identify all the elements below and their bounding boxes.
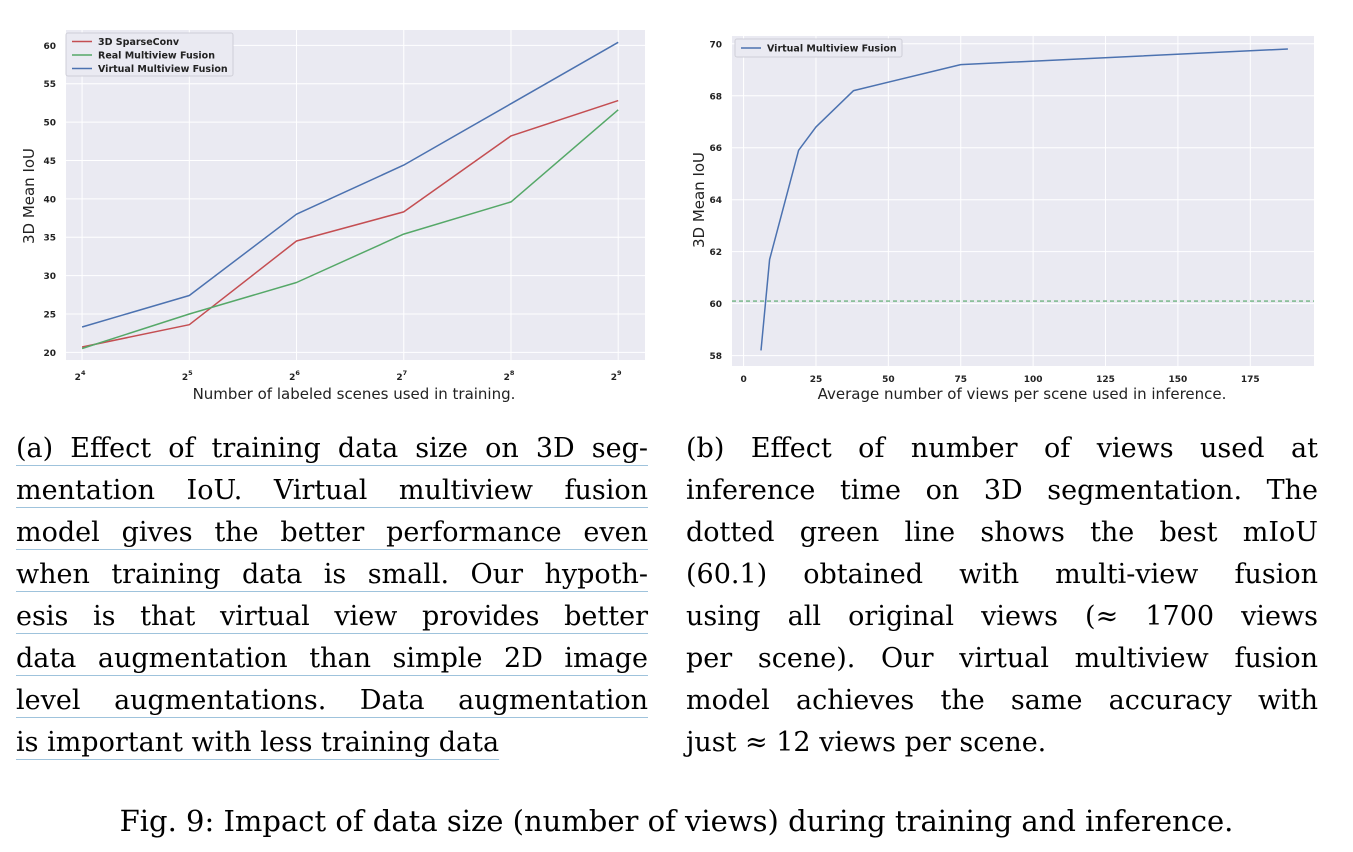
x-tick-label: 25 [810, 375, 823, 385]
caption-b-line: inference time on 3D segmentation. The [686, 475, 1318, 506]
y-tick-label: 66 [709, 144, 722, 154]
legend-label-sparseconv: 3D SparseConv [98, 37, 180, 48]
legend: Virtual Multiview Fusion [734, 38, 903, 58]
caption-b-line: using all original views (≈ 1700 views [686, 601, 1318, 632]
legend: 3D SparseConv Real Multiview Fusion Virt… [65, 32, 234, 77]
y-tick-label: 64 [709, 196, 722, 206]
series-line-0 [760, 48, 1288, 351]
y-tick-label: 62 [709, 248, 722, 258]
figure-caption: Fig. 9: Impact of data size (number of v… [119, 804, 1234, 838]
legend-label-virtual-fusion: Virtual Multiview Fusion [98, 64, 228, 75]
series-group [81, 41, 619, 350]
caption-a-line: is important with less training data [16, 727, 500, 758]
caption-b-line: (60.1) obtained with multi-view fusion [686, 559, 1318, 590]
y-tick-label: 55 [43, 80, 56, 90]
y-tick-label: 45 [43, 157, 56, 167]
y-tick-label: 30 [43, 272, 56, 282]
y-tick-label: 25 [43, 310, 56, 320]
x-axis-label: Number of labeled scenes used in trainin… [193, 385, 516, 403]
x-tick-label: 50 [882, 375, 895, 385]
x-tick-label: 125 [1096, 375, 1115, 385]
x-tick-group: 24 25 26 27 28 29 [75, 369, 622, 383]
legend-label-real-fusion: Real Multiview Fusion [98, 51, 215, 62]
caption-a-line: when training data is small. Our hypoth- [16, 559, 648, 590]
y-tick-label: 60 [43, 42, 56, 52]
y-tick-label: 50 [43, 119, 56, 129]
x-tick-label: 75 [954, 375, 967, 385]
caption-a-line: mentation IoU. Virtual multiview fusion [16, 475, 648, 506]
legend-box [65, 32, 234, 77]
plot-area [66, 30, 645, 360]
x-tick-label: 25 [182, 369, 193, 383]
x-tick-label: 28 [504, 369, 515, 383]
series-line-1 [81, 109, 619, 350]
y-axis-label: 3D Mean IoU [20, 148, 38, 244]
y-tick-label: 58 [709, 352, 722, 362]
caption-b-line: model achieves the same accuracy with [686, 685, 1318, 716]
series-line-0 [81, 99, 619, 348]
series-line-2 [81, 41, 619, 328]
y-tick-label: 20 [43, 349, 56, 359]
series-group [760, 48, 1288, 351]
y-tick-label: 70 [709, 40, 722, 50]
x-tick-label: 24 [75, 369, 86, 383]
caption-b: (b) Effect of number of views used at in… [686, 428, 1318, 764]
caption-b-line: dotted green line shows the best mIoU [686, 517, 1318, 548]
y-tick-label: 40 [43, 195, 56, 205]
chart-b: 58 60 62 64 66 68 70 0 25 50 75 100 125 150 175 Avera… [690, 36, 1314, 403]
caption-a-line: data augmentation than simple 2D image [16, 643, 648, 674]
y-tick-label: 68 [709, 92, 722, 102]
chart-a: 20 25 30 35 40 45 50 55 60 24 25 26 27 28 29 Number o… [20, 30, 645, 403]
caption-b-line: per scene). Our virtual multiview fusion [686, 643, 1318, 674]
y-tick-label: 35 [43, 234, 56, 244]
x-tick-label: 0 [740, 375, 746, 385]
x-tick-label: 175 [1241, 375, 1260, 385]
legend-label-virtual-fusion: Virtual Multiview Fusion [767, 44, 897, 55]
x-axis-label: Average number of views per scene used i… [818, 385, 1227, 403]
y-tick-group: 20 25 30 35 40 45 50 55 60 [43, 42, 56, 359]
caption-b-line: just ≈ 12 views per scene. [686, 727, 1047, 758]
x-tick-group: 0 25 50 75 100 125 150 175 [740, 375, 1259, 385]
x-tick-label: 27 [396, 369, 407, 383]
caption-b-line: (b) Effect of number of views used at [686, 433, 1318, 464]
y-tick-group: 58 60 62 64 66 68 70 [709, 40, 722, 362]
x-tick-label: 29 [611, 369, 622, 383]
caption-a-line: esis is that virtual view provides bette… [16, 601, 648, 632]
x-tick-label: 26 [289, 369, 300, 383]
caption-a-line: model gives the better performance even [16, 517, 648, 548]
y-tick-label: 60 [709, 300, 722, 310]
legend-box [734, 38, 903, 58]
x-tick-label: 100 [1024, 375, 1043, 385]
plot-area [732, 36, 1314, 366]
x-tick-label: 150 [1169, 375, 1188, 385]
grid [66, 30, 645, 360]
caption-a-line: level augmentations. Data augmentation [16, 685, 648, 716]
caption-a: (a) Effect of training data size on 3D s… [16, 428, 648, 764]
caption-a-line: (a) Effect of training data size on 3D s… [16, 433, 648, 464]
y-axis-label: 3D Mean IoU [690, 152, 708, 248]
